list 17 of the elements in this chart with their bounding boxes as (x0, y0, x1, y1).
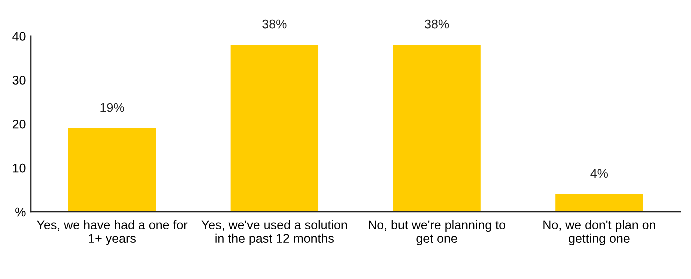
y-tick-label: 40 (12, 32, 26, 41)
data-label: 38% (425, 20, 450, 29)
data-label: 38% (262, 20, 287, 29)
x-tick-label: No, we don't plan on getting one (544, 220, 656, 246)
y-tick-label: 10 (13, 164, 26, 173)
y-tick-label: % (16, 208, 26, 217)
data-label: 19% (100, 103, 124, 112)
bar (68, 128, 156, 212)
x-tick-label: Yes, we've used a solution in the past 12 months (202, 220, 348, 246)
bar (393, 45, 481, 212)
bar (556, 194, 644, 212)
bar (230, 45, 319, 212)
y-tick-label: 30 (12, 76, 26, 85)
data-label: 4% (590, 169, 608, 178)
x-tick-label: No, but we're planning to get one (369, 220, 506, 246)
x-tick-label: Yes, we have had a one for 1+ years (37, 220, 188, 246)
y-tick-label: 20 (12, 120, 26, 129)
